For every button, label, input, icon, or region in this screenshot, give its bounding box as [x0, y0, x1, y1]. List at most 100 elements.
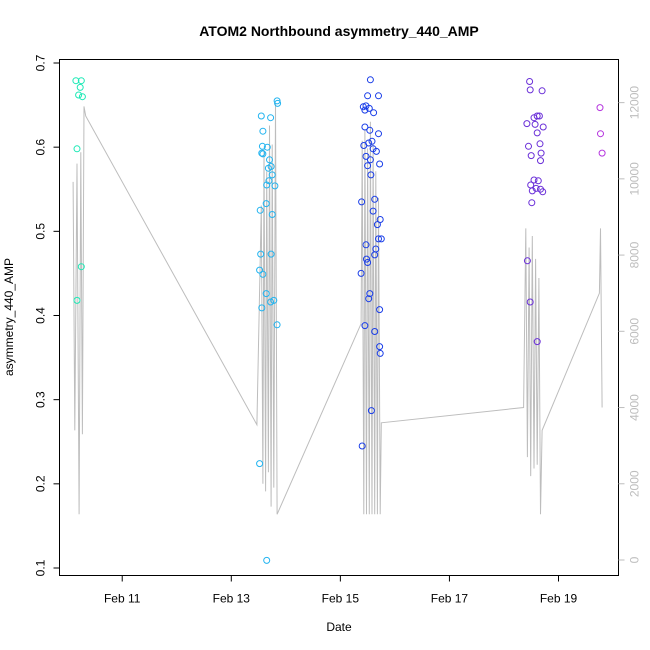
data-point [75, 91, 83, 99]
data-point [78, 93, 86, 101]
data-point [363, 255, 370, 263]
data-point [257, 250, 265, 258]
data-point [366, 290, 374, 298]
y-axis-left: 0.1 0.2 0.3 0.4 0.5 0.6 0.7 [34, 54, 60, 576]
data-point [376, 160, 384, 168]
data-point [257, 112, 265, 120]
data-point [267, 114, 275, 122]
data-point [76, 83, 84, 91]
data-point [376, 216, 384, 223]
data-point [361, 322, 369, 330]
data-point [375, 130, 382, 138]
data-point [526, 86, 534, 94]
data-point [358, 198, 366, 206]
data-point [527, 181, 535, 189]
data-point [377, 235, 385, 243]
data-point [256, 206, 264, 214]
x-tick-label: Feb 11 [104, 592, 141, 606]
data-point [73, 145, 81, 153]
data-point [357, 269, 365, 277]
data-point [598, 149, 606, 157]
data-point [273, 321, 281, 329]
data-point [263, 181, 271, 189]
y2-tick-label: 4000 [628, 394, 642, 421]
x-tick-label: Feb 19 [540, 592, 578, 606]
data-point [365, 295, 373, 303]
data-point [270, 296, 278, 304]
data-point [72, 77, 80, 85]
data-point [361, 106, 369, 114]
data-point [535, 112, 543, 120]
data-point [370, 109, 378, 117]
y-tick-label: 0.7 [34, 54, 48, 71]
x-tick-label: Feb 15 [322, 592, 360, 606]
y-axis-right: 0 2000 4000 6000 8000 10000 12000 [618, 86, 642, 563]
data-point [373, 221, 381, 229]
data-point [364, 162, 372, 170]
data-point [376, 343, 384, 351]
data-point [364, 259, 372, 266]
data-point [371, 251, 379, 259]
data-point [539, 123, 547, 131]
data-point [271, 182, 279, 190]
data-point [536, 140, 544, 148]
y-axis-label: asymmetry_440_AMP [2, 258, 16, 376]
data-point [533, 112, 541, 120]
data-point [256, 460, 264, 468]
data-point [525, 142, 532, 150]
y-tick-label: 0.4 [34, 307, 48, 324]
data-point [362, 241, 370, 249]
data-point [265, 177, 273, 185]
y-tick-label: 0.5 [34, 223, 48, 240]
plot-frame [59, 59, 619, 576]
data-point [531, 120, 539, 128]
data-point [258, 149, 266, 157]
data-point [361, 123, 369, 131]
data-point [262, 200, 270, 208]
data-point [538, 87, 546, 95]
data-point [274, 99, 282, 107]
y2-tick-label: 6000 [628, 318, 642, 345]
data-point [537, 157, 544, 165]
y2-tick-label: 2000 [628, 470, 642, 497]
data-point [523, 257, 531, 265]
data-point [372, 147, 380, 155]
y-tick-label: 0.6 [34, 139, 48, 156]
y-tick-label: 0.2 [34, 475, 48, 492]
y-tick-label: 0.3 [34, 391, 48, 408]
data-point [375, 235, 382, 243]
data-point [376, 306, 384, 314]
x-axis-label: Date [326, 620, 352, 634]
data-point [267, 163, 275, 170]
line-series [72, 102, 603, 515]
data-point [369, 207, 377, 215]
data-point [77, 263, 85, 271]
y2-tick-label: 12000 [628, 86, 642, 120]
data-point [533, 129, 541, 137]
data-point [77, 77, 85, 85]
data-point [539, 188, 547, 196]
point-series [72, 76, 606, 564]
data-point [366, 156, 374, 164]
x-tick-label: Feb 13 [213, 592, 251, 606]
data-point [537, 149, 545, 157]
data-point [360, 142, 368, 149]
data-point [268, 211, 276, 218]
data-point [526, 78, 534, 85]
data-point [262, 290, 270, 298]
data-point [259, 270, 267, 278]
data-point [73, 296, 81, 304]
data-point [534, 177, 542, 185]
data-point [258, 142, 266, 150]
data-point [267, 250, 275, 258]
y2-tick-label: 8000 [628, 241, 642, 268]
data-point [362, 152, 370, 160]
data-point [375, 92, 382, 100]
data-point [367, 407, 375, 415]
data-point [358, 442, 366, 450]
data-point [366, 76, 374, 84]
data-point [256, 266, 264, 274]
data-point [366, 126, 374, 134]
data-point [259, 127, 267, 135]
